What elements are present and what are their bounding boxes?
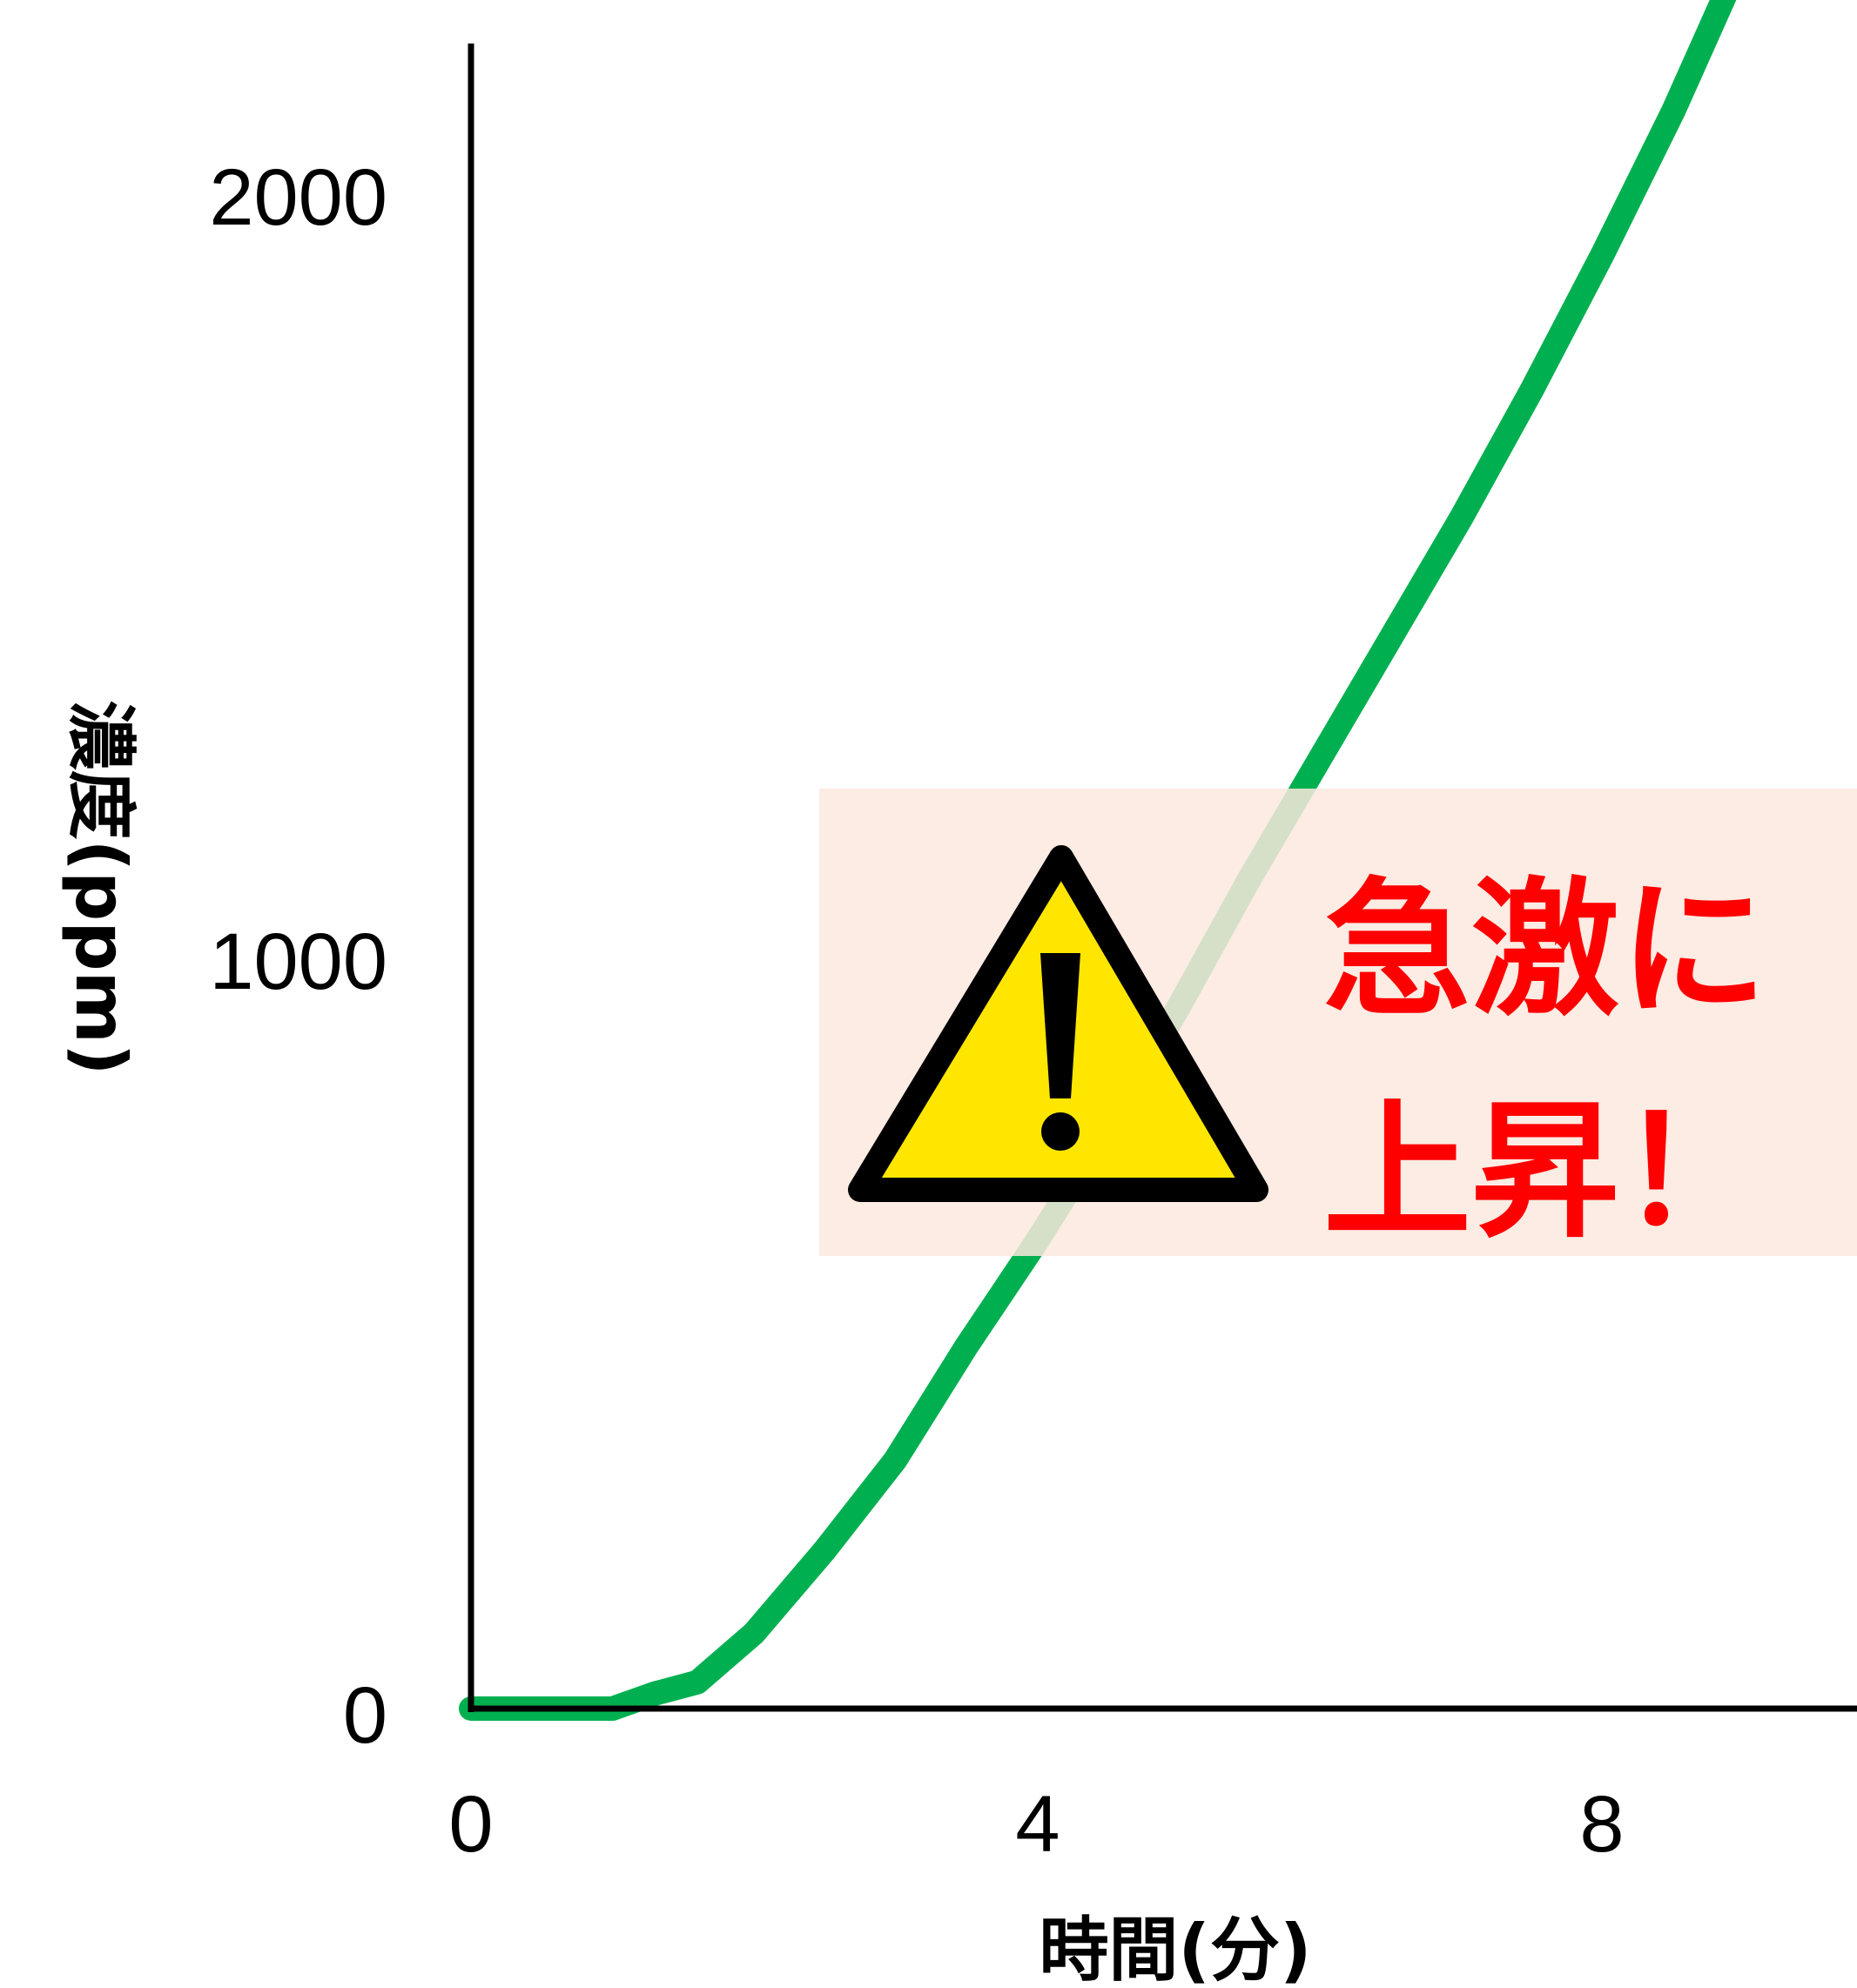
alert-line-2: 上昇！ bbox=[1323, 1086, 1767, 1259]
y-axis-label: 濃度(ppm) bbox=[60, 700, 141, 1075]
x-tick-label: 8 bbox=[1579, 1780, 1624, 1869]
y-tick-label: 0 bbox=[343, 1671, 387, 1760]
x-axis-label: 時間(分) bbox=[1039, 1910, 1311, 1988]
warning-icon bbox=[848, 845, 1268, 1202]
x-tick-label: 4 bbox=[1015, 1780, 1060, 1869]
y-tick-label: 2000 bbox=[209, 153, 387, 242]
alert-callout: 急激に 上昇！ bbox=[819, 789, 1857, 1259]
y-tick-label: 1000 bbox=[209, 917, 387, 1006]
x-tick-label: 0 bbox=[448, 1780, 493, 1869]
x-tick-labels: 0 4 8 bbox=[448, 1780, 1624, 1869]
y-tick-labels: 2000 1000 0 bbox=[209, 153, 387, 1760]
alert-line-1: 急激に bbox=[1323, 864, 1767, 1037]
